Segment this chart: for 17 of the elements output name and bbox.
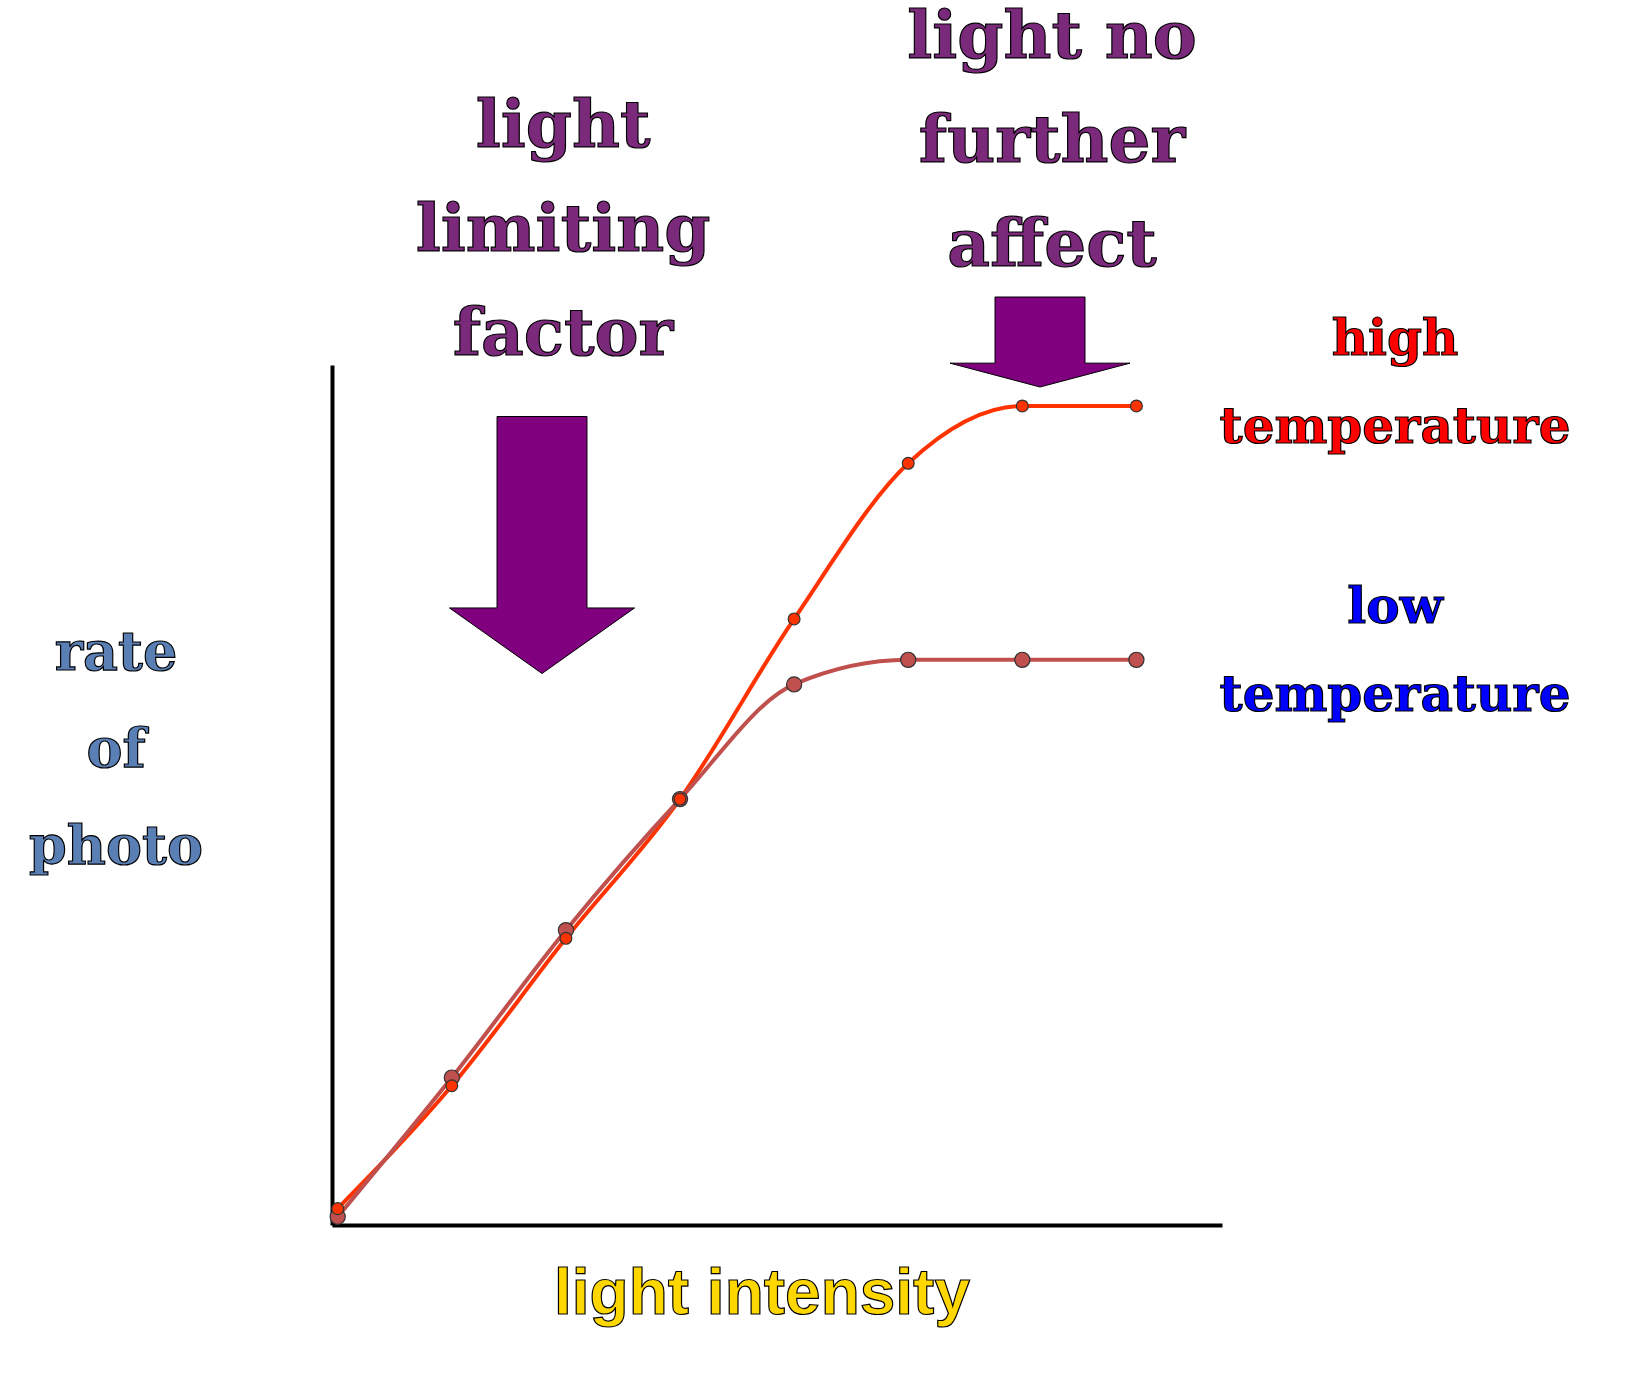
series-label: high temperature [1219,308,1571,455]
point [1015,399,1029,413]
series-label: low temperature [1219,576,1571,723]
point [559,931,573,945]
point [901,456,915,470]
point [785,676,803,693]
point [445,1079,459,1093]
text: light limiting factor [415,85,711,371]
point [1014,651,1031,669]
point [787,612,801,626]
point [331,1202,345,1216]
y-axis-title: rate of photo [29,619,203,877]
point [1129,399,1143,413]
point [900,651,917,669]
point [1128,651,1145,669]
text: light no further affect [907,0,1197,282]
x-axis-title: light intensity [554,1256,971,1328]
